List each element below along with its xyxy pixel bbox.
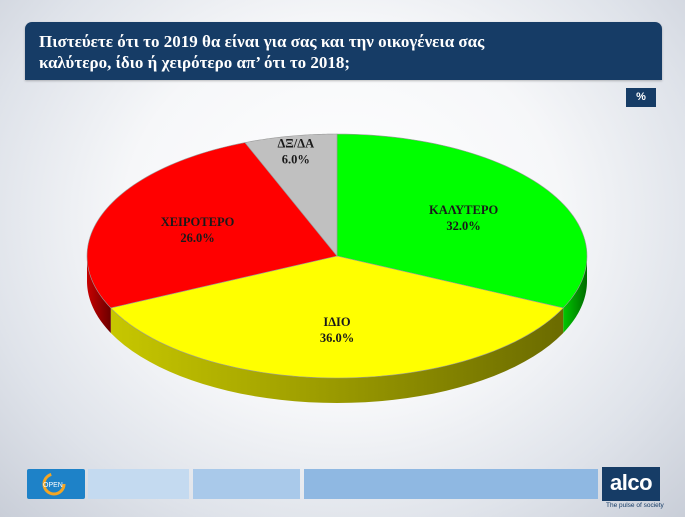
pie-chart: ΚΑΛΥΤΕΡΟ 32.0% ΙΔΙΟ 36.0% ΧΕΙΡΟΤΕΡΟ 26.0% ΔΞ/Δ… [86,133,588,403]
slice-value-1: 36.0% [320,331,354,345]
open-logo-text: OPEN [43,482,63,489]
pie-slices [86,133,588,379]
pie-slice-1 [110,255,564,379]
chart-title-bar: Πιστεύετε ότι το 2019 θα είναι για σας κ… [25,22,662,80]
chart-title-line-2: καλύτερο, ίδιο ή χειρότερο απ’ ότι το 20… [39,53,351,72]
alco-logo: alco [602,467,660,501]
footer-bar-1 [88,469,189,499]
slice-value-2: 26.0% [180,231,214,245]
pie-slice-2 [86,142,338,309]
chart-title-line-1: Πιστεύετε ότι το 2019 θα είναι για σας κ… [39,32,485,51]
slice-label-0: ΚΑΛΥΤΕΡΟ [429,203,498,217]
slice-value-0: 32.0% [446,219,480,233]
alco-tagline: The pulse of society [606,502,664,509]
open-logo-icon: OPEN [42,472,66,496]
pie-side-walls [87,256,587,403]
footer-bar-2 [193,469,300,499]
slice-label-2: ΧΕΙΡΟΤΕΡΟ [161,215,235,229]
unit-badge: % [626,88,656,107]
footer-bar-3 [304,469,598,499]
pie-labels: ΚΑΛΥΤΕΡΟ 32.0% ΙΔΙΟ 36.0% ΧΕΙΡΟΤΕΡΟ 26.0% ΔΞ/Δ… [161,137,499,346]
footer: OPEN alco The pulse of society [0,465,685,517]
open-tv-logo: OPEN [27,469,85,499]
slice-value-3: 6.0% [282,153,310,167]
pie-side-καλυτερο [563,256,587,333]
pie-side-ιδιο [110,307,564,403]
slice-label-1: ΙΔΙΟ [323,315,351,329]
pie-slice-0 [336,133,588,309]
pie-slice-3 [244,133,338,257]
pie-side-χειροτερο [87,256,111,333]
slice-label-3: ΔΞ/ΔΑ [277,137,314,151]
